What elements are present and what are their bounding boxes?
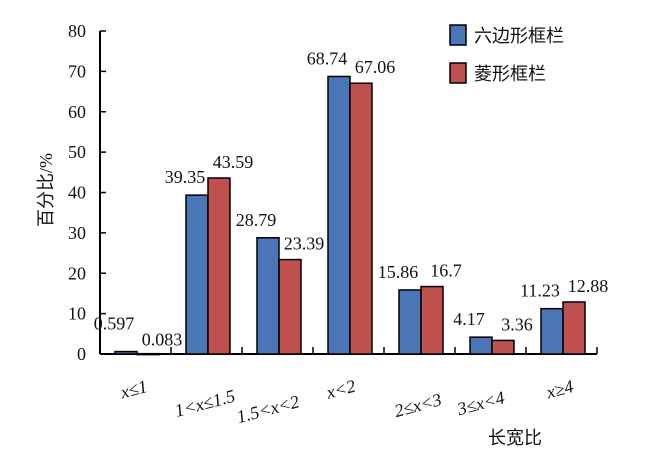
legend-swatch	[449, 24, 467, 46]
y-tick-label: 70	[68, 61, 86, 81]
data-label: 3.36	[501, 314, 533, 334]
y-tick-label: 60	[68, 102, 86, 122]
legend-label: 六边形框栏	[474, 26, 564, 46]
data-label: 67.06	[355, 57, 396, 77]
bar-rhombus	[136, 352, 160, 356]
y-tick-label: 80	[68, 21, 86, 41]
x-tick-label: 1.5<x<2	[235, 391, 302, 427]
data-label: 11.23	[520, 281, 560, 301]
x-tick-label: x≥4	[543, 376, 575, 403]
y-axis-label: 百分比/%	[36, 153, 56, 227]
data-label: 0.597	[94, 314, 135, 334]
x-tick-label: 3≤x<4	[454, 387, 507, 419]
data-label: 68.74	[307, 48, 348, 68]
x-tick-label: 1<x≤1.5	[173, 386, 238, 421]
x-tick-label: x≤1	[117, 376, 149, 403]
bar-rhombus	[278, 258, 302, 355]
data-label: 15.86	[378, 262, 419, 282]
bar-rhombus	[349, 82, 373, 355]
data-label: 23.39	[284, 234, 325, 254]
bar-rhombus	[491, 339, 515, 355]
y-tick-label: 0	[77, 344, 86, 364]
y-tick-label: 30	[68, 223, 86, 243]
legend-swatch	[449, 62, 467, 84]
bar-rhombus	[207, 177, 231, 355]
data-label: 28.79	[236, 210, 277, 230]
legend-label: 菱形框栏	[474, 64, 546, 84]
bar-hexagon	[398, 289, 422, 355]
y-tick-label: 40	[68, 183, 86, 203]
data-label: 4.17	[453, 309, 485, 329]
bar-hexagon	[256, 237, 280, 355]
bar-rhombus	[420, 285, 444, 355]
bar-rhombus	[562, 301, 586, 355]
y-tick-label: 20	[68, 263, 86, 283]
x-tick-label: 2≤x<3	[392, 389, 444, 421]
data-label: 43.59	[213, 152, 254, 172]
x-tick-label: x<2	[323, 376, 357, 403]
y-tick-label: 10	[68, 304, 86, 324]
bar-hexagon	[327, 75, 351, 355]
data-label: 12.88	[568, 276, 609, 296]
data-label: 16.7	[430, 261, 462, 281]
data-label: 0.083	[142, 330, 183, 350]
bar-hexagon	[469, 336, 493, 355]
bar-hexagon	[114, 350, 138, 355]
bar-hexagon	[185, 194, 209, 355]
y-tick-label: 50	[68, 142, 86, 162]
bar-hexagon	[540, 307, 564, 355]
x-axis-label: 长宽比	[488, 428, 542, 448]
data-label: 39.35	[165, 167, 206, 187]
